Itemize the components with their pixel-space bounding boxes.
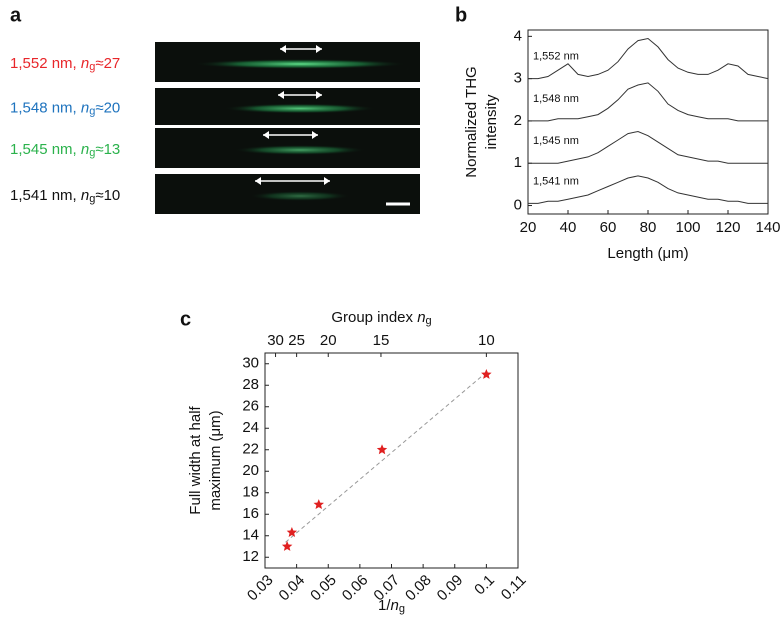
panel-label: c xyxy=(180,308,191,330)
intensity-line xyxy=(528,175,768,204)
plot-frame xyxy=(264,352,519,569)
x-tick-label: 80 xyxy=(640,219,657,236)
thg-emission xyxy=(235,145,365,155)
row-label: 1,545 nm, ng≈13 xyxy=(10,141,120,159)
row-label-part: n xyxy=(81,187,89,204)
row-label-part: n xyxy=(81,99,89,116)
star-marker xyxy=(313,499,324,509)
x-tick-label: 0.06 xyxy=(339,572,372,605)
x-axis-label-part: n xyxy=(391,597,399,614)
row-label-part: ≈10 xyxy=(95,187,120,204)
series-label: 1,552 nm xyxy=(533,51,579,63)
x2-axis-label-part: n xyxy=(417,309,425,326)
y-tick-label: 1 xyxy=(514,154,522,171)
y-tick-label: 16 xyxy=(242,505,259,522)
y-tick-label: 14 xyxy=(242,527,259,544)
x2-tick-label: 25 xyxy=(288,332,305,349)
x2-tick-label: 10 xyxy=(478,332,495,349)
y-tick-label: 4 xyxy=(514,27,522,44)
panel-label: b xyxy=(455,4,467,26)
y-tick-label: 30 xyxy=(242,355,259,372)
x2-tick-label: 15 xyxy=(373,332,390,349)
thg-emission xyxy=(250,191,350,201)
y-tick-label: 0 xyxy=(514,197,522,214)
star-marker xyxy=(481,369,492,379)
x2-tick-label: 30 xyxy=(267,332,284,349)
y-tick-label: 28 xyxy=(242,376,259,393)
row-label-part: g xyxy=(89,147,95,159)
y-tick-label: 18 xyxy=(242,484,259,501)
row-label: 1,552 nm, ng≈27 xyxy=(10,55,120,73)
y-axis-label: intensity xyxy=(483,94,500,150)
x-axis-label: 1/ng xyxy=(378,597,405,615)
row-label-part: ≈20 xyxy=(95,99,120,116)
y-axis-label: Full width at half xyxy=(187,405,204,514)
x-axis-label-part: g xyxy=(399,603,405,615)
series-label: 1,541 nm xyxy=(533,175,579,187)
y-tick-label: 22 xyxy=(242,441,259,458)
x2-axis-label-part: g xyxy=(426,315,432,327)
x-tick-label: 20 xyxy=(520,219,537,236)
x2-axis-label: Group index ng xyxy=(331,309,431,327)
row-label-part: 1,545 nm, xyxy=(10,141,81,158)
y-tick-label: 3 xyxy=(514,70,522,87)
star-marker xyxy=(286,527,298,537)
series-label: 1,548 nm xyxy=(533,93,579,105)
intensity-line xyxy=(528,82,768,122)
y-tick-label: 26 xyxy=(242,398,259,415)
x-tick-label: 40 xyxy=(560,219,577,236)
row-label-part: 1,541 nm, xyxy=(10,187,81,204)
fit-line xyxy=(285,371,487,543)
x-tick-label: 120 xyxy=(715,219,740,236)
x-axis-label: Length (μm) xyxy=(607,245,688,262)
row-label: 1,548 nm, ng≈20 xyxy=(10,99,120,117)
x2-tick-label: 20 xyxy=(320,332,337,349)
x-tick-label: 0.08 xyxy=(402,572,435,605)
x-tick-label: 0.11 xyxy=(498,572,530,604)
row-label-part: g xyxy=(89,193,95,205)
x-tick-label: 0.1 xyxy=(471,572,498,599)
row-label-part: 1,548 nm, xyxy=(10,99,81,116)
row-label-part: g xyxy=(89,61,95,73)
y-tick-label: 20 xyxy=(242,462,259,479)
row-label-part: ≈27 xyxy=(95,55,120,72)
y-tick-label: 24 xyxy=(242,419,259,436)
y-tick-label: 2 xyxy=(514,112,522,129)
x-tick-label: 0.04 xyxy=(276,572,309,605)
row-label-part: 1,552 nm, xyxy=(10,55,81,72)
row-label-part: g xyxy=(89,106,95,118)
row-label-part: n xyxy=(81,55,89,72)
arrow-head xyxy=(263,131,318,139)
x-tick-label: 0.09 xyxy=(434,572,467,605)
x-tick-label: 0.03 xyxy=(244,572,277,605)
row-label-part: ≈13 xyxy=(95,141,120,158)
x-axis-label-part: 1/ xyxy=(378,597,391,614)
star-marker xyxy=(376,444,388,455)
thg-emission xyxy=(225,103,375,114)
row-label: 1,541 nm, ng≈10 xyxy=(10,187,120,205)
y-axis-label: Normalized THG xyxy=(463,66,480,177)
x-tick-label: 60 xyxy=(600,219,617,236)
series-label: 1,545 nm xyxy=(533,135,579,147)
thg-emission xyxy=(195,59,405,69)
x-tick-label: 0.05 xyxy=(307,572,340,605)
star-marker xyxy=(281,541,293,551)
y-tick-label: 12 xyxy=(242,548,259,565)
x2-axis-label-part: Group index xyxy=(331,309,417,326)
x-tick-label: 100 xyxy=(675,219,700,236)
intensity-line xyxy=(528,130,768,164)
panel-label: a xyxy=(10,4,22,26)
intensity-line xyxy=(528,37,769,80)
x-tick-label: 140 xyxy=(755,219,780,236)
y-axis-label: maximum (μm) xyxy=(207,410,224,510)
row-label-part: n xyxy=(81,141,89,158)
